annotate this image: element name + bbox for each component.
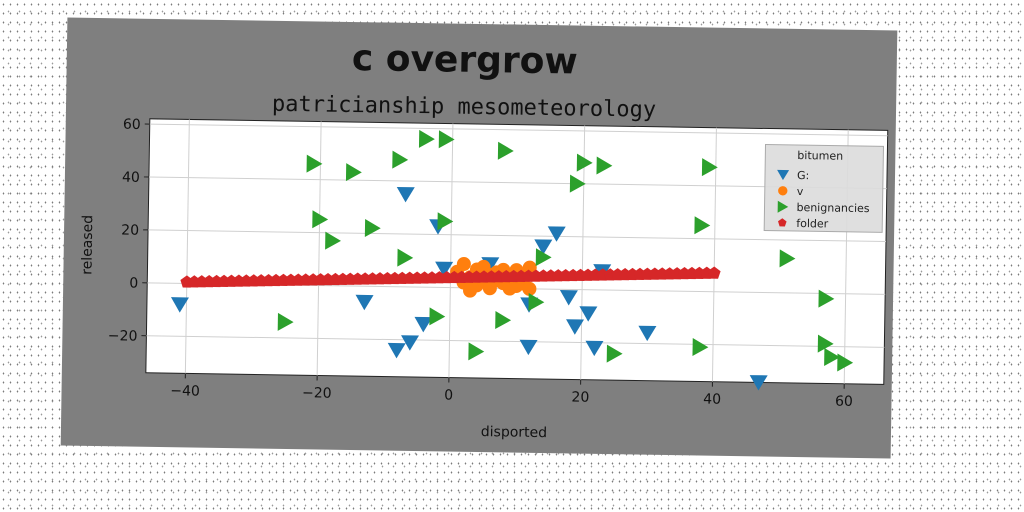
chart-subtitle: patricianship mesometeorology [272,92,656,123]
data-points [170,129,854,391]
x-tick-label: −40 [170,383,200,399]
x-tick-label: −20 [302,385,332,401]
legend-marker [777,169,790,181]
data-point [418,129,435,148]
legend-label: G: [797,169,809,182]
legend-marker [777,200,789,213]
legend-label: v [797,185,804,198]
scatter-chart: c overgrow patricianship mesometeorology… [79,38,889,441]
data-point [456,256,471,272]
data-point [519,339,538,356]
legend-entries: G: v benignancies folder [777,169,870,231]
x-tick-label: 60 [835,394,853,410]
x-axis-label: disported [481,424,548,441]
y-gridline [148,176,887,190]
data-point [692,337,709,356]
legend: bitumen G: v benignancies folder [763,143,884,233]
data-point [414,316,433,333]
data-point [325,231,341,250]
data-point [435,261,454,278]
data-point [817,334,834,353]
data-point [606,344,623,363]
data-point [522,281,537,296]
legend-title: bitumen [797,149,843,163]
series-benignancies [277,129,854,372]
data-point [694,216,711,235]
data-point [277,312,294,331]
x-tick-label: 0 [444,387,453,403]
ticks: −40 −20 0 20 40 60 −20 0 20 40 60 [108,117,853,410]
data-point [468,342,485,361]
data-point [429,307,446,326]
chart-title: c overgrow [352,38,578,83]
chart-figure: c overgrow patricianship mesometeorology… [60,17,898,459]
legend-marker [778,186,788,196]
data-point [528,293,545,312]
y-gridline [149,123,888,137]
series-folder [180,266,721,288]
data-point [547,226,566,242]
data-point [779,249,796,268]
data-point [392,150,409,169]
x-gridline [711,127,717,382]
data-point [701,158,718,177]
data-point [596,156,613,175]
y-tick-label: −20 [108,328,138,344]
x-gridline [580,125,586,380]
data-point [437,212,454,231]
y-axis-label: released [79,215,96,275]
data-point [535,248,552,267]
data-point [397,248,414,267]
y-tick-label: 0 [129,276,138,292]
data-point [638,325,657,342]
data-point [522,260,537,275]
data-point [576,153,593,172]
legend-label: benignancies [796,201,870,215]
plot-area [145,118,889,385]
data-point [559,290,578,306]
data-point [707,266,721,279]
data-point [312,210,329,229]
legend-box [763,143,884,233]
data-point [497,141,514,160]
data-point [534,239,553,255]
data-point [401,335,420,351]
data-point [396,186,415,203]
data-point [818,289,835,308]
data-point [579,306,598,322]
y-tick-label: 60 [123,117,141,133]
x-gridline [184,119,190,374]
data-point [387,342,406,359]
data-point [306,154,323,173]
data-point [345,163,362,182]
data-point [495,311,512,330]
y-gridline [146,335,885,348]
data-point [824,347,841,366]
data-point [438,130,455,149]
data-point [749,375,768,391]
data-point [585,340,604,357]
data-point [509,278,524,294]
data-point [566,319,585,335]
x-tick-label: 40 [703,392,721,408]
legend-label: folder [796,217,829,231]
y-tick-label: 40 [122,170,140,186]
x-gridline [448,123,454,378]
data-point [463,283,478,298]
data-point [364,219,381,238]
data-point [355,294,374,311]
data-point [569,174,586,193]
y-tick-label: 20 [121,223,139,239]
x-tick-label: 20 [571,389,589,405]
legend-marker [778,218,787,227]
data-point [170,297,189,313]
data-point [837,353,854,372]
y-gridline [148,229,887,243]
